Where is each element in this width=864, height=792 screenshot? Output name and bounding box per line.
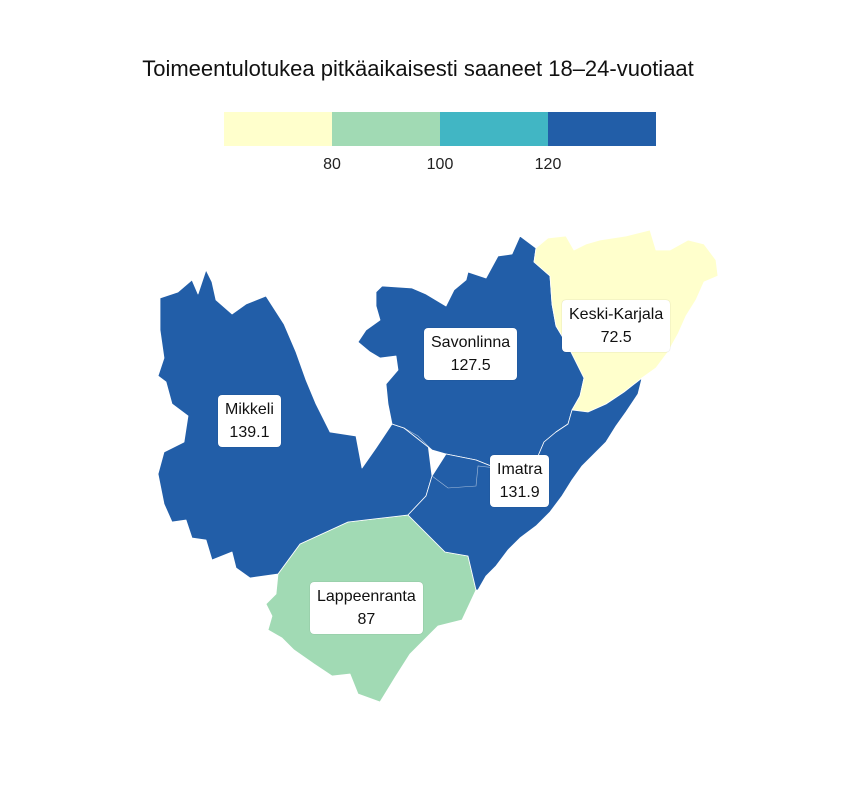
label-savonlinna: Savonlinna 127.5 [424, 328, 518, 380]
label-imatra: Imatra 131.9 [490, 455, 550, 507]
label-imatra-value: 131.9 [499, 484, 540, 501]
border-line [431, 465, 497, 489]
legend-bin-80-100 [332, 112, 440, 146]
legend-bin-lowest [224, 112, 332, 146]
legend-tick-80: 80 [323, 156, 341, 173]
label-lappeenranta-value: 87 [357, 611, 376, 628]
label-keski-karjala-value: 72.5 [600, 329, 632, 346]
border-line [403, 427, 433, 451]
label-mikkeli-name: Mikkeli [225, 401, 274, 418]
legend-bin-highest [548, 112, 656, 146]
label-imatra-name: Imatra [497, 461, 543, 478]
label-mikkeli: Mikkeli 139.1 [218, 395, 281, 447]
legend-tick-120: 120 [534, 156, 562, 173]
label-savonlinna-value: 127.5 [450, 357, 491, 374]
map-title: Toimeentulotukea pitkäaikaisesti saaneet… [142, 56, 694, 81]
label-keski-karjala: Keski-Karjala 72.5 [562, 300, 671, 352]
legend-tick-100: 100 [426, 156, 454, 173]
label-mikkeli-value: 139.1 [229, 424, 270, 441]
label-lappeenranta: Lappeenranta 87 [310, 582, 423, 634]
legend-bin-100-120 [440, 112, 548, 146]
label-keski-karjala-name: Keski-Karjala [569, 306, 664, 323]
label-savonlinna-name: Savonlinna [431, 334, 511, 351]
label-lappeenranta-name: Lappeenranta [317, 588, 416, 605]
